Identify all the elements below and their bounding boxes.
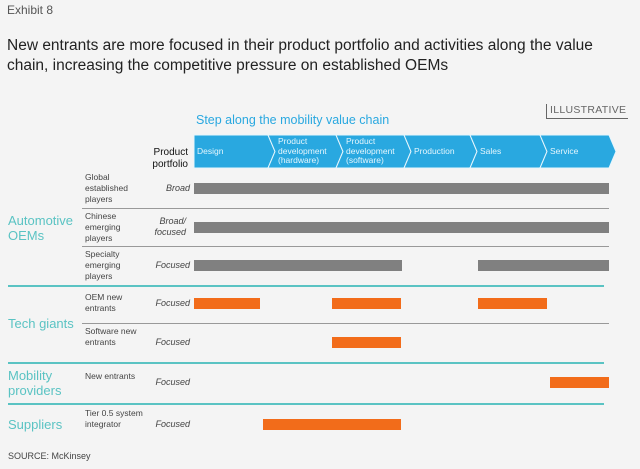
activity-bar — [194, 259, 402, 271]
activity-bar — [550, 376, 609, 388]
value-chain-label: Step along the mobility value chain — [196, 113, 390, 127]
group-divider — [8, 285, 604, 287]
portfolio-label: Focused — [155, 336, 190, 347]
activity-bar — [194, 297, 260, 309]
activity-bar — [332, 297, 402, 309]
stage-chevron — [539, 134, 617, 169]
product-portfolio-header: Product portfolio — [152, 147, 188, 170]
portfolio-label: Focused — [155, 259, 190, 270]
stage-label: Sales — [480, 145, 502, 156]
group-label: Tech giants — [8, 316, 74, 331]
portfolio-label: Broad/ focused — [154, 216, 186, 237]
activity-bar — [477, 297, 547, 309]
page-title: New entrants are more focused in their p… — [7, 37, 593, 74]
player-label: Specialty emerging players — [85, 248, 121, 281]
group-divider — [8, 362, 604, 364]
activity-bar — [332, 336, 402, 348]
row-divider — [82, 246, 609, 247]
player-label: New entrants — [85, 371, 136, 381]
player-label: Chinese emerging players — [85, 210, 121, 243]
portfolio-label: Broad — [165, 182, 190, 193]
illustrative-badge: ILLUSTRATIVE — [546, 104, 629, 119]
group-label: Mobility providers — [8, 368, 62, 398]
portfolio-label: Focused — [155, 418, 190, 429]
stage-label: Product development (hardware) — [278, 136, 327, 166]
portfolio-label: Focused — [155, 297, 190, 308]
portfolio-label: Focused — [155, 376, 190, 387]
group-divider — [8, 403, 604, 405]
stage-label: Service — [550, 145, 579, 156]
player-label: Software new entrants — [85, 325, 137, 347]
exhibit-label: Exhibit 8 — [7, 3, 54, 17]
stage-label: Product development (software) — [346, 136, 395, 166]
row-divider — [82, 322, 609, 324]
source-note: SOURCE: McKinsey — [8, 451, 91, 461]
group-label: Suppliers — [8, 416, 63, 432]
activity-bar — [194, 182, 609, 194]
row-divider — [82, 207, 609, 209]
player-label: OEM new entrants — [85, 292, 123, 313]
player-label: Tier 0.5 system integrator — [85, 407, 143, 429]
stage-label: Design — [197, 145, 224, 156]
activity-bar — [477, 259, 609, 271]
activity-bar — [194, 221, 609, 233]
group-label: Automotive OEMs — [8, 212, 74, 243]
activity-bar — [263, 418, 402, 430]
player-label: Global established players — [85, 171, 129, 204]
stage-label: Production — [414, 145, 455, 156]
